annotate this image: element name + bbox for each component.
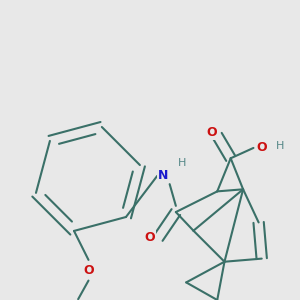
Text: O: O <box>256 141 267 154</box>
Text: O: O <box>83 264 94 277</box>
Text: O: O <box>207 126 218 139</box>
Text: H: H <box>276 141 284 151</box>
Text: N: N <box>158 169 169 182</box>
Text: H: H <box>178 158 186 168</box>
Text: O: O <box>145 231 155 244</box>
